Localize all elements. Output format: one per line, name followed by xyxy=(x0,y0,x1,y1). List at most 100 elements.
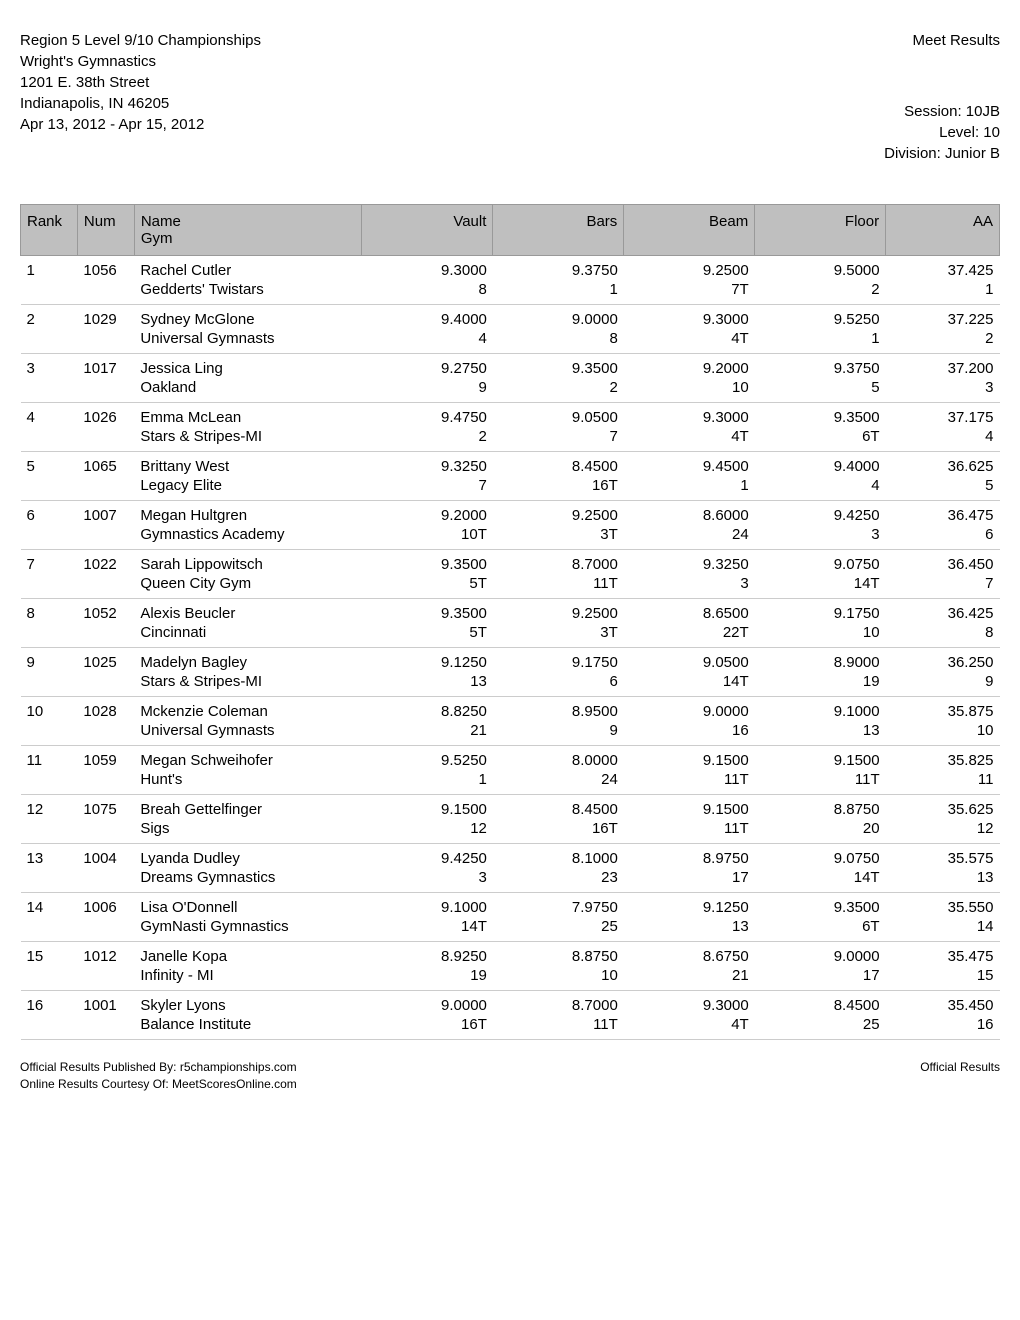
aa-score: 35.625 xyxy=(886,795,1000,821)
rank-cell: 8 xyxy=(21,599,78,625)
beam-place: 3 xyxy=(624,575,755,599)
aa-place: 14 xyxy=(886,918,1000,942)
beam-place: 16 xyxy=(624,722,755,746)
vault-place: 1 xyxy=(362,771,493,795)
aa-place: 7 xyxy=(886,575,1000,599)
beam-place: 24 xyxy=(624,526,755,550)
name-cell: Brittany West xyxy=(134,452,362,478)
bars-place: 9 xyxy=(493,722,624,746)
num-cell: 1075 xyxy=(77,795,134,821)
bars-score: 9.3500 xyxy=(493,354,624,380)
col-gym: Gym xyxy=(141,230,356,247)
aa-place: 11 xyxy=(886,771,1000,795)
meet-title: Region 5 Level 9/10 Championships xyxy=(20,30,261,51)
rank-cell: 9 xyxy=(21,648,78,674)
table-row: 71022Sarah Lippowitsch9.35008.70009.3250… xyxy=(21,550,1000,576)
floor-place: 20 xyxy=(755,820,886,844)
col-vault: Vault xyxy=(362,205,493,256)
floor-score: 9.5000 xyxy=(755,256,886,282)
vault-place: 3 xyxy=(362,869,493,893)
name-cell: Madelyn Bagley xyxy=(134,648,362,674)
vault-score: 9.4250 xyxy=(362,844,493,870)
aa-score: 35.825 xyxy=(886,746,1000,772)
beam-place: 11T xyxy=(624,771,755,795)
num-cell: 1025 xyxy=(77,648,134,674)
floor-place: 11T xyxy=(755,771,886,795)
aa-score: 35.450 xyxy=(886,991,1000,1017)
vault-score: 9.3250 xyxy=(362,452,493,478)
gym-cell: Universal Gymnasts xyxy=(134,330,362,354)
beam-score: 9.4500 xyxy=(624,452,755,478)
bars-score: 9.1750 xyxy=(493,648,624,674)
floor-score: 9.4250 xyxy=(755,501,886,527)
aa-score: 37.175 xyxy=(886,403,1000,429)
beam-place: 7T xyxy=(624,281,755,305)
num-cell: 1004 xyxy=(77,844,134,870)
page-footer: Official Results Published By: r5champio… xyxy=(20,1060,1000,1094)
beam-score: 8.6750 xyxy=(624,942,755,968)
rank-cell: 1 xyxy=(21,256,78,282)
aa-score: 36.475 xyxy=(886,501,1000,527)
name-cell: Sydney McGlone xyxy=(134,305,362,331)
table-row: 91025Madelyn Bagley9.12509.17509.05008.9… xyxy=(21,648,1000,674)
rank-cell: 2 xyxy=(21,305,78,331)
table-row-place: Gedderts' Twistars817T21 xyxy=(21,281,1000,305)
beam-place: 14T xyxy=(624,673,755,697)
vault-place: 12 xyxy=(362,820,493,844)
bars-score: 8.4500 xyxy=(493,795,624,821)
aa-score: 36.425 xyxy=(886,599,1000,625)
bars-score: 7.9750 xyxy=(493,893,624,919)
rank-cell: 12 xyxy=(21,795,78,821)
aa-score: 35.475 xyxy=(886,942,1000,968)
floor-score: 9.3500 xyxy=(755,893,886,919)
table-row-place: Balance Institute16T11T4T2516 xyxy=(21,1016,1000,1040)
gym-cell: Hunt's xyxy=(134,771,362,795)
rank-cell: 11 xyxy=(21,746,78,772)
beam-score: 8.9750 xyxy=(624,844,755,870)
bars-place: 7 xyxy=(493,428,624,452)
table-row: 131004Lyanda Dudley9.42508.10008.97509.0… xyxy=(21,844,1000,870)
col-beam: Beam xyxy=(624,205,755,256)
aa-place: 8 xyxy=(886,624,1000,648)
vault-place: 4 xyxy=(362,330,493,354)
header-right: Meet Results Session: 10JB Level: 10 Div… xyxy=(884,30,1000,164)
gym-cell: Universal Gymnasts xyxy=(134,722,362,746)
beam-place: 4T xyxy=(624,428,755,452)
floor-place: 2 xyxy=(755,281,886,305)
bars-score: 8.0000 xyxy=(493,746,624,772)
table-row-place: Oakland921053 xyxy=(21,379,1000,403)
gym-cell: Infinity - MI xyxy=(134,967,362,991)
col-name-gym: Name Gym xyxy=(134,205,362,256)
gym-cell: Stars & Stripes-MI xyxy=(134,673,362,697)
gym-cell: Legacy Elite xyxy=(134,477,362,501)
aa-score: 37.425 xyxy=(886,256,1000,282)
floor-score: 9.1000 xyxy=(755,697,886,723)
gym-cell: Gedderts' Twistars xyxy=(134,281,362,305)
aa-score: 35.575 xyxy=(886,844,1000,870)
col-aa: AA xyxy=(886,205,1000,256)
beam-place: 1 xyxy=(624,477,755,501)
table-row-place: Queen City Gym5T11T314T7 xyxy=(21,575,1000,599)
floor-score: 9.1750 xyxy=(755,599,886,625)
vault-place: 5T xyxy=(362,575,493,599)
num-cell: 1029 xyxy=(77,305,134,331)
floor-place: 3 xyxy=(755,526,886,550)
vault-score: 9.4000 xyxy=(362,305,493,331)
bars-place: 16T xyxy=(493,820,624,844)
rank-cell: 5 xyxy=(21,452,78,478)
rank-cell: 4 xyxy=(21,403,78,429)
floor-place: 4 xyxy=(755,477,886,501)
table-row: 111059Megan Schweihofer9.52508.00009.150… xyxy=(21,746,1000,772)
floor-place: 14T xyxy=(755,869,886,893)
floor-score: 9.3500 xyxy=(755,403,886,429)
rank-cell: 16 xyxy=(21,991,78,1017)
vault-place: 5T xyxy=(362,624,493,648)
num-cell: 1052 xyxy=(77,599,134,625)
vault-place: 10T xyxy=(362,526,493,550)
rank-cell: 3 xyxy=(21,354,78,380)
beam-score: 9.2000 xyxy=(624,354,755,380)
name-cell: Rachel Cutler xyxy=(134,256,362,282)
aa-place: 10 xyxy=(886,722,1000,746)
floor-place: 6T xyxy=(755,918,886,942)
bars-score: 8.4500 xyxy=(493,452,624,478)
